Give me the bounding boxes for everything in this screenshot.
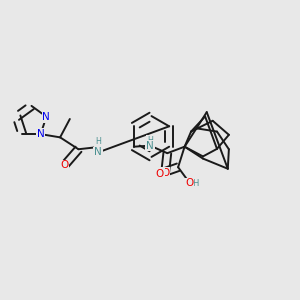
Text: N: N	[146, 141, 154, 151]
Text: N: N	[37, 129, 44, 139]
Text: O: O	[185, 178, 194, 188]
Text: O: O	[156, 169, 164, 179]
Text: O: O	[60, 160, 69, 170]
Text: H: H	[95, 137, 101, 146]
Text: H: H	[94, 142, 101, 152]
Text: N: N	[94, 148, 102, 158]
Text: O: O	[161, 168, 169, 178]
Text: H: H	[192, 179, 199, 188]
Text: H: H	[147, 136, 153, 145]
Text: N: N	[43, 112, 50, 122]
